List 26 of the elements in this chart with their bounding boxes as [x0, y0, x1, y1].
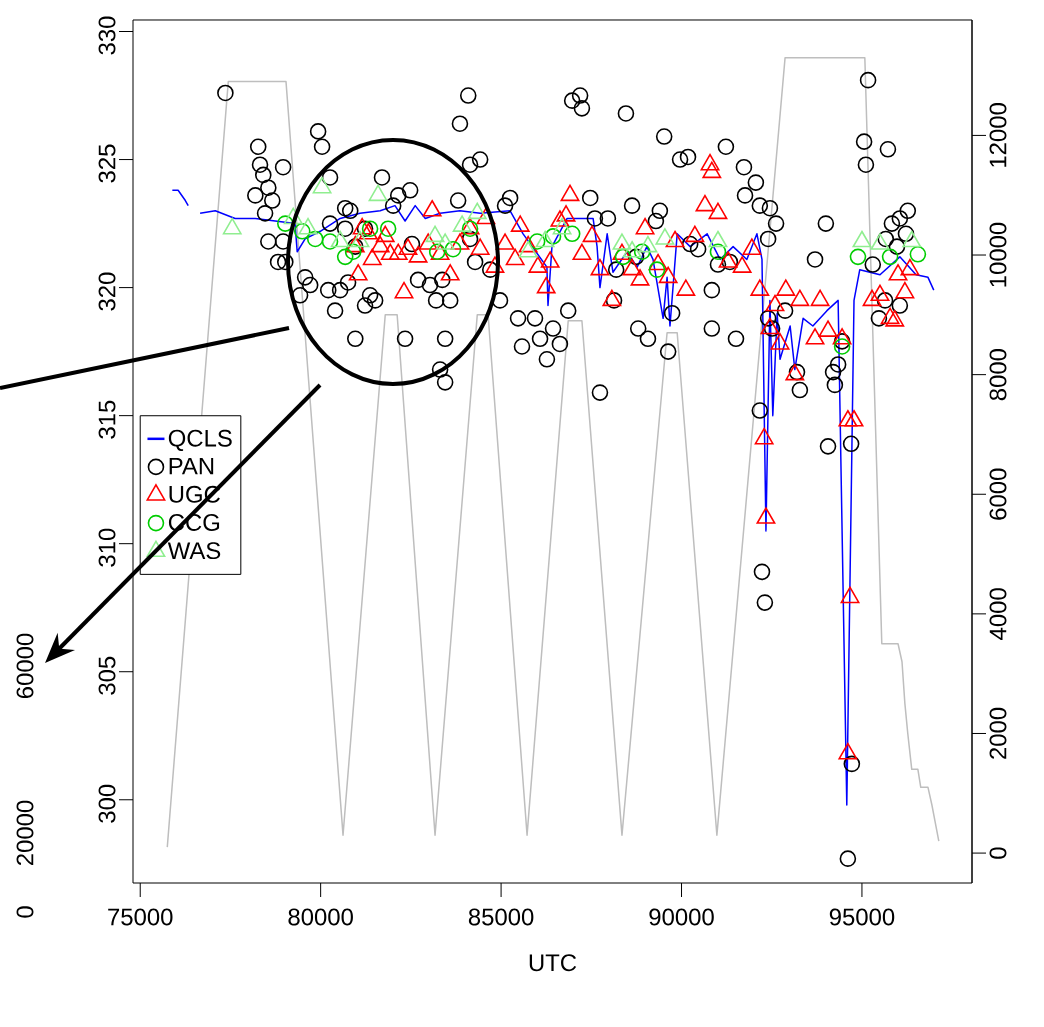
- y2-tick-label: 0: [989, 847, 1007, 859]
- y-tick-label: 320: [98, 272, 116, 311]
- text: 60000: [16, 633, 34, 699]
- x-tick-label: 80000: [288, 908, 353, 926]
- x-tick-label: 85000: [468, 908, 534, 926]
- y2-tick-label: 10000: [989, 222, 1007, 287]
- y-tick-label: 310: [98, 528, 116, 567]
- y2-tick-label: 6000: [989, 468, 1007, 520]
- y2-tick-label: 8000: [989, 349, 1007, 401]
- y-tick-label: 315: [98, 400, 116, 439]
- text: 20000: [16, 800, 34, 866]
- x-tick-label: 75000: [108, 908, 173, 926]
- legend-label: PAN: [169, 457, 214, 475]
- legend-label: QCLS: [168, 429, 232, 451]
- text: 0: [16, 906, 34, 918]
- y2-tick-label: 2000: [989, 707, 1007, 759]
- y2-tick-label: 12000: [989, 103, 1007, 167]
- x-tick-label: 95000: [829, 908, 895, 926]
- y-tick-label: 330: [98, 16, 116, 55]
- y-tick-label: 300: [98, 784, 116, 823]
- y-tick-label: 325: [98, 144, 116, 183]
- x-tick-label: 90000: [649, 908, 714, 926]
- y-tick-label: 305: [98, 656, 116, 695]
- x-axis-title: UTC: [529, 954, 577, 972]
- legend-label: WAS: [167, 542, 221, 560]
- y2-tick-label: 4000: [989, 588, 1007, 640]
